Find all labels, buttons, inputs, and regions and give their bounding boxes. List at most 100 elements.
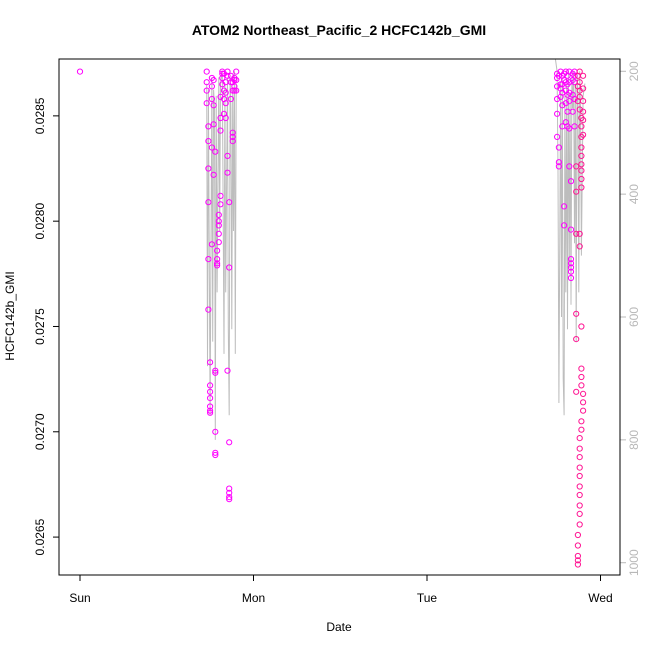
data-point [229, 129, 236, 136]
data-point [576, 435, 583, 442]
data-point [222, 89, 229, 96]
data-point [576, 79, 583, 86]
data-point [229, 133, 236, 140]
data-point [212, 369, 219, 376]
data-point [219, 70, 226, 77]
data-point [212, 148, 219, 155]
data-point [561, 222, 568, 229]
data-point [226, 439, 233, 446]
data-point [580, 117, 587, 124]
right-tick-label: 200 [627, 61, 641, 81]
data-point [205, 256, 212, 263]
data-point [566, 98, 573, 105]
data-point [226, 489, 233, 496]
data-point [566, 163, 573, 170]
x-tick-label: Sun [69, 591, 90, 605]
data-point [580, 72, 587, 79]
data-point [554, 133, 561, 140]
data-point [208, 144, 215, 151]
data-point [233, 87, 240, 94]
data-point [573, 310, 580, 317]
right-tick-label: 800 [627, 430, 641, 450]
plot-frame [58, 58, 621, 576]
data-point [205, 306, 212, 313]
data-point [580, 85, 587, 92]
data-point [215, 211, 222, 218]
data-point [233, 68, 240, 75]
right-tick-label: 1000 [627, 549, 641, 576]
data-point [580, 399, 587, 406]
data-point [76, 68, 84, 75]
y-axis-label: HCFC142b_GMI [3, 271, 17, 360]
data-point [203, 79, 210, 86]
y-tick-label: 0.0265 [33, 518, 47, 555]
data-point [561, 203, 568, 210]
data-point [578, 426, 585, 433]
data-point [226, 494, 233, 501]
chart-title: ATOM2 Northeast_Pacific_2 HCFC142b_GMI [192, 22, 486, 38]
pressure-line-layer [206, 58, 586, 440]
data-point [212, 428, 219, 435]
data-point [580, 407, 587, 414]
data-point [208, 241, 215, 248]
data-point [215, 222, 222, 229]
data-point [578, 365, 585, 372]
data-point [224, 68, 231, 75]
data-point [224, 152, 231, 159]
data-point [573, 388, 580, 395]
x-tick-label: Mon [242, 591, 265, 605]
data-point [224, 72, 231, 79]
data-point [208, 83, 215, 90]
data-point [555, 144, 563, 151]
data-point [567, 256, 575, 263]
data-point [212, 367, 219, 374]
data-point [210, 102, 217, 109]
data-point [578, 382, 585, 389]
data-point [226, 496, 233, 503]
data-point [578, 161, 585, 168]
data-point [203, 68, 210, 75]
data-point [207, 359, 214, 366]
data-point [567, 260, 575, 267]
data-point [212, 451, 219, 459]
data-point [576, 483, 583, 490]
data-point [567, 226, 575, 233]
data-point [210, 77, 217, 84]
data-point [574, 552, 582, 560]
right-tick-label: 600 [627, 307, 641, 327]
data-point [576, 68, 583, 75]
data-point [207, 409, 214, 416]
data-point [207, 388, 214, 395]
data-point [207, 395, 214, 402]
data-point [580, 390, 587, 397]
data-point [578, 175, 585, 183]
data-point [578, 323, 585, 330]
data-point [576, 243, 583, 250]
y-tick-label: 0.0270 [33, 413, 47, 450]
data-point [233, 77, 240, 84]
data-point [573, 163, 580, 170]
data-point [578, 184, 585, 191]
data-point [210, 171, 217, 178]
data-point [208, 95, 215, 103]
data-point [571, 72, 578, 79]
data-point [557, 81, 564, 88]
data-point [222, 100, 229, 107]
data-points-layer [76, 68, 587, 568]
data-point [217, 127, 224, 134]
data-point [215, 218, 222, 225]
data-point [566, 125, 573, 132]
data-point [578, 418, 585, 425]
data-point [576, 464, 583, 471]
data-point [210, 121, 217, 128]
x-axis-label: Date [326, 620, 352, 634]
data-point [217, 192, 224, 199]
data-point [578, 152, 585, 159]
data-point [578, 123, 585, 130]
data-point [567, 264, 575, 271]
data-point [212, 449, 219, 456]
data-point [576, 510, 583, 518]
data-point [567, 178, 575, 185]
data-point [207, 382, 214, 389]
data-point [227, 95, 234, 103]
